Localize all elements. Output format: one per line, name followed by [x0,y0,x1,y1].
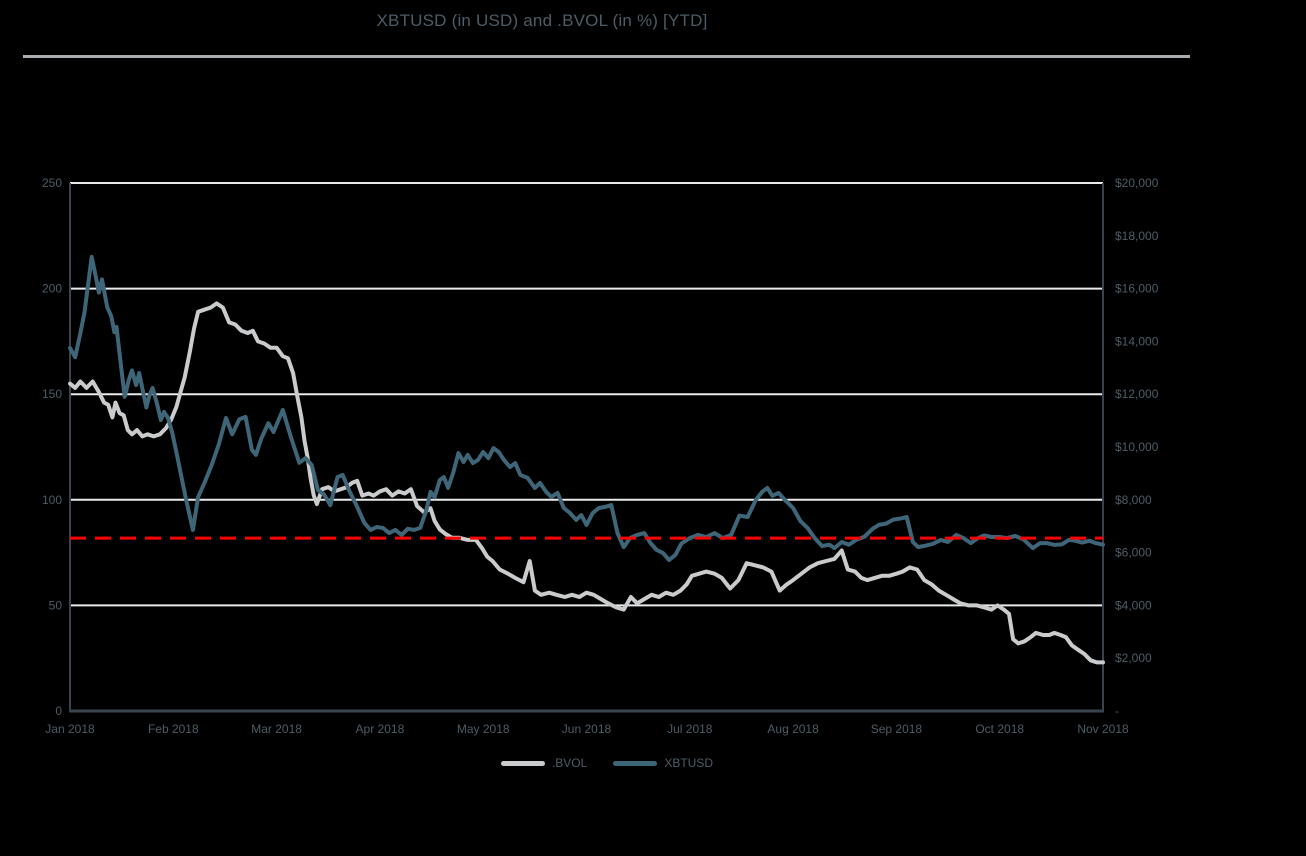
x-tick-label: Mar 2018 [251,722,302,736]
x-tick-label: Nov 2018 [1077,722,1129,736]
x-tick-label: May 2018 [457,722,510,736]
y-left-tick-label: 250 [42,176,62,190]
x-tick-label: Aug 2018 [767,722,819,736]
y-right-tick-label: $8,000 [1115,493,1152,507]
xbtusd-line-swatch-icon [613,760,658,766]
x-tick-label: Jul 2018 [667,722,713,736]
legend-item-bvol: .BVOL [500,756,588,770]
y-right-tick-label: $10,000 [1115,440,1159,454]
y-right-tick-label: $20,000 [1115,176,1159,190]
y-right-tick-label: $14,000 [1115,334,1159,348]
x-tick-label: Sep 2018 [871,722,923,736]
y-left-tick-label: 0 [55,704,62,718]
x-tick-label: Jun 2018 [562,722,612,736]
y-left-tick-label: 50 [49,598,63,612]
y-left-tick-label: 150 [42,387,62,401]
chart-title: XBTUSD (in USD) and .BVOL (in %) [YTD] [376,11,708,30]
bvol-line-swatch-icon [500,760,545,766]
x-tick-label: Apr 2018 [356,722,405,736]
y-right-tick-label: $16,000 [1115,282,1159,296]
y-left-tick-label: 100 [42,493,62,507]
y-left-tick-label: 200 [42,282,62,296]
x-tick-label: Feb 2018 [148,722,199,736]
y-right-tick-label: - [1115,704,1119,718]
legend-label-bvol: .BVOL [551,756,588,770]
legend-label-xbtusd: XBTUSD [664,756,714,770]
x-tick-label: Oct 2018 [975,722,1024,736]
title-separator-rule [23,55,1190,58]
bvol-line [68,301,1105,665]
chart-legend: .BVOL XBTUSD [0,754,1214,772]
x-tick-label: Jan 2018 [45,722,95,736]
y-right-tick-label: $4,000 [1115,598,1152,612]
y-right-tick-label: $2,000 [1115,651,1152,665]
legend-item-xbtusd: XBTUSD [613,756,713,770]
y-right-tick-label: $12,000 [1115,387,1159,401]
y-right-tick-label: $6,000 [1115,546,1152,560]
xbtusd-line [68,254,1105,562]
y-right-tick-label: $18,000 [1115,229,1159,243]
